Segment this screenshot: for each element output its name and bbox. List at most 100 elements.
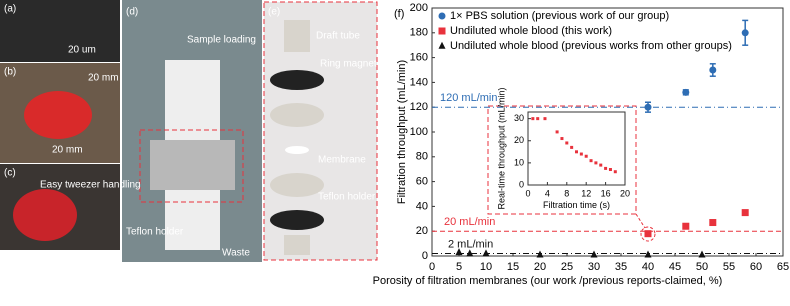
y-tick-label: 20 [514, 135, 524, 145]
x-tick-label: 15 [507, 261, 519, 273]
panel-label: (f) [394, 8, 404, 20]
y-tick-label: 40 [416, 200, 428, 212]
photo-panels: (a) 20 um (b) 20 mm 20 mm (c) Easy tweez… [0, 0, 378, 262]
y-tick-label: 20 [416, 225, 428, 237]
y-tick-label: 30 [514, 113, 524, 123]
reference-label: 20 mL/min [444, 216, 495, 228]
photo-d-box [139, 129, 244, 203]
part-base [284, 235, 310, 255]
x-tick-label: 65 [777, 261, 789, 273]
x-tick-label: 12 [581, 188, 591, 198]
y-tick-label: 200 [410, 2, 428, 14]
point [565, 141, 569, 145]
point [555, 130, 559, 134]
point [590, 250, 598, 258]
part-magnet2 [270, 210, 324, 230]
legend-marker [438, 27, 446, 35]
point [594, 161, 598, 165]
x-tick-label: 30 [588, 261, 600, 273]
legend-marker [438, 12, 446, 20]
reference-label: 2 mL/min [448, 238, 493, 250]
point [682, 222, 690, 230]
point [584, 154, 588, 158]
y-tick-label: 100 [410, 126, 428, 138]
point [543, 117, 547, 121]
legend-label: Undiluted whole blood (this work) [450, 25, 612, 37]
point [531, 117, 535, 121]
inset-box [487, 105, 637, 215]
x-tick-label: 16 [601, 188, 611, 198]
connector [635, 213, 646, 229]
highlight-circle [640, 226, 656, 242]
point [741, 209, 749, 217]
part-label: Teflon holder [318, 192, 376, 203]
x-tick-label: 45 [669, 261, 681, 273]
photo-c-disk [13, 189, 77, 241]
x-tick-label: 20 [620, 188, 630, 198]
part-tube [284, 20, 310, 52]
x-tick-label: 40 [642, 261, 654, 273]
point [682, 88, 690, 96]
point [644, 250, 652, 258]
photo-d-rings [150, 140, 235, 190]
x-tick-label: 60 [750, 261, 762, 273]
part-label: Draft tube [316, 31, 360, 42]
reference-label: 120 mL/min [440, 92, 497, 104]
part-label: Teflon holder [126, 227, 184, 238]
part-label: Membrane [318, 155, 366, 166]
x-tick-label: 10 [480, 261, 492, 273]
x-tick-label: 55 [723, 261, 735, 273]
panel-label: (a) [4, 4, 16, 15]
point [575, 150, 578, 154]
part-holder [270, 103, 324, 127]
point [536, 117, 540, 121]
y-tick-label: 0 [422, 250, 428, 262]
part-label: Ring magnet [320, 59, 377, 70]
point [698, 250, 706, 258]
plot-frame [527, 111, 626, 186]
panel-label: (d) [126, 7, 138, 18]
x-tick-label: 50 [696, 261, 708, 273]
y-tick-label: 10 [514, 157, 524, 167]
legend-label: 1× PBS solution (previous work of our gr… [450, 10, 669, 22]
note-label: Easy tweezer handling [40, 180, 141, 191]
point [599, 163, 603, 167]
x-tick-label: 5 [456, 261, 462, 273]
part-label: Waste [222, 248, 250, 259]
x-tick-label: 8 [564, 188, 569, 198]
legend-label: Undiluted whole blood (previous works fr… [450, 40, 732, 52]
point [482, 249, 490, 257]
point [741, 29, 749, 37]
point [560, 137, 564, 141]
point [455, 248, 463, 256]
y-tick-label: 180 [410, 27, 428, 39]
x-axis-label: Filtration time (s) [543, 200, 610, 210]
dimension-label: 20 mm [52, 145, 83, 156]
point [536, 250, 544, 258]
y-tick-label: 140 [410, 76, 428, 88]
x-tick-label: 0 [429, 261, 435, 273]
panel-label: (e) [268, 7, 280, 18]
point [709, 66, 717, 74]
y-tick-label: 160 [410, 52, 428, 64]
part-label: Sample loading [187, 35, 256, 46]
x-tick-label: 35 [615, 261, 627, 273]
part-holder2 [270, 173, 324, 197]
x-axis-label: Porosity of filtration membranes (our wo… [373, 275, 723, 287]
panel-label: (c) [4, 168, 16, 179]
point [589, 159, 593, 163]
x-tick-label: 0 [525, 188, 530, 198]
x-tick-label: 25 [561, 261, 573, 273]
dimension-label: 20 mm [88, 73, 119, 84]
y-axis-label: Real-time throughput (mL/min) [496, 87, 506, 209]
point [608, 168, 612, 172]
scale-label: 20 um [68, 45, 96, 56]
y-tick-label: 0 [519, 179, 524, 189]
x-tick-label: 4 [545, 188, 550, 198]
point [644, 103, 652, 111]
point [709, 219, 717, 227]
y-axis-label: Filtration throughput (mL/min) [396, 60, 408, 204]
point [644, 230, 652, 238]
photo-a [0, 0, 120, 62]
